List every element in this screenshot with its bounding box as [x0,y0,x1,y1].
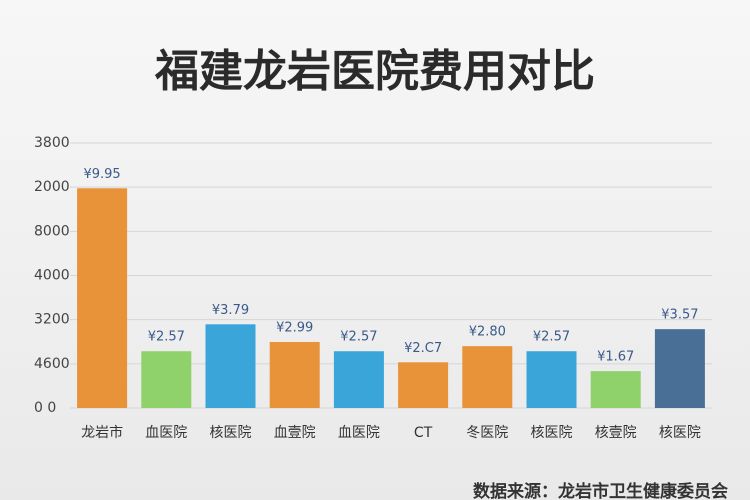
bar [398,362,449,408]
value-label: ¥2.57 [148,330,185,345]
x-tick-label: 核医院 [659,425,701,441]
value-label: ¥2.57 [533,330,570,345]
y-tick-label: 2000 [34,179,70,195]
value-label: ¥3.57 [661,308,698,323]
bar [77,188,128,408]
x-tick-label: 冬医院 [466,425,508,441]
x-tick-label: 核医院 [210,425,252,441]
chart-title: 福建龙岩医院费用对比 [154,46,595,97]
value-label: ¥2.99 [276,320,313,335]
source-note: 数据来源：龙岩市卫生健康委员会 [473,481,728,500]
value-label: ¥1.67 [597,350,634,365]
x-tick-label: 核壹院 [595,425,637,441]
y-tick-label: 3200 [34,312,70,328]
x-tick-label: 血壹院 [274,425,316,441]
bar [141,351,192,408]
bar [590,371,641,408]
x-tick-label: 核医院 [531,425,573,441]
bar [462,346,513,408]
bar [333,351,384,408]
y-tick-label: 4000 [34,268,70,284]
bar [526,351,577,408]
x-tick-label: 龙岩市 [81,424,123,441]
bar [205,324,256,408]
x-tick-label: 血医院 [145,425,187,441]
value-label: ¥9.95 [83,167,120,182]
value-label: ¥2.C7 [404,341,442,356]
y-tick-label: 8000 [34,223,70,239]
y-tick-label: 4600 [34,356,70,372]
x-tick-label: CT [414,425,433,441]
x-tick-label: 血医院 [338,425,380,441]
value-label: ¥2.80 [469,325,506,340]
bar [654,329,705,408]
y-tick-label: 3800 [34,135,70,151]
value-label: ¥2.57 [340,330,377,345]
bar [269,341,320,408]
value-label: ¥3.79 [212,303,249,318]
y-tick-label: 0 0 [34,400,56,416]
